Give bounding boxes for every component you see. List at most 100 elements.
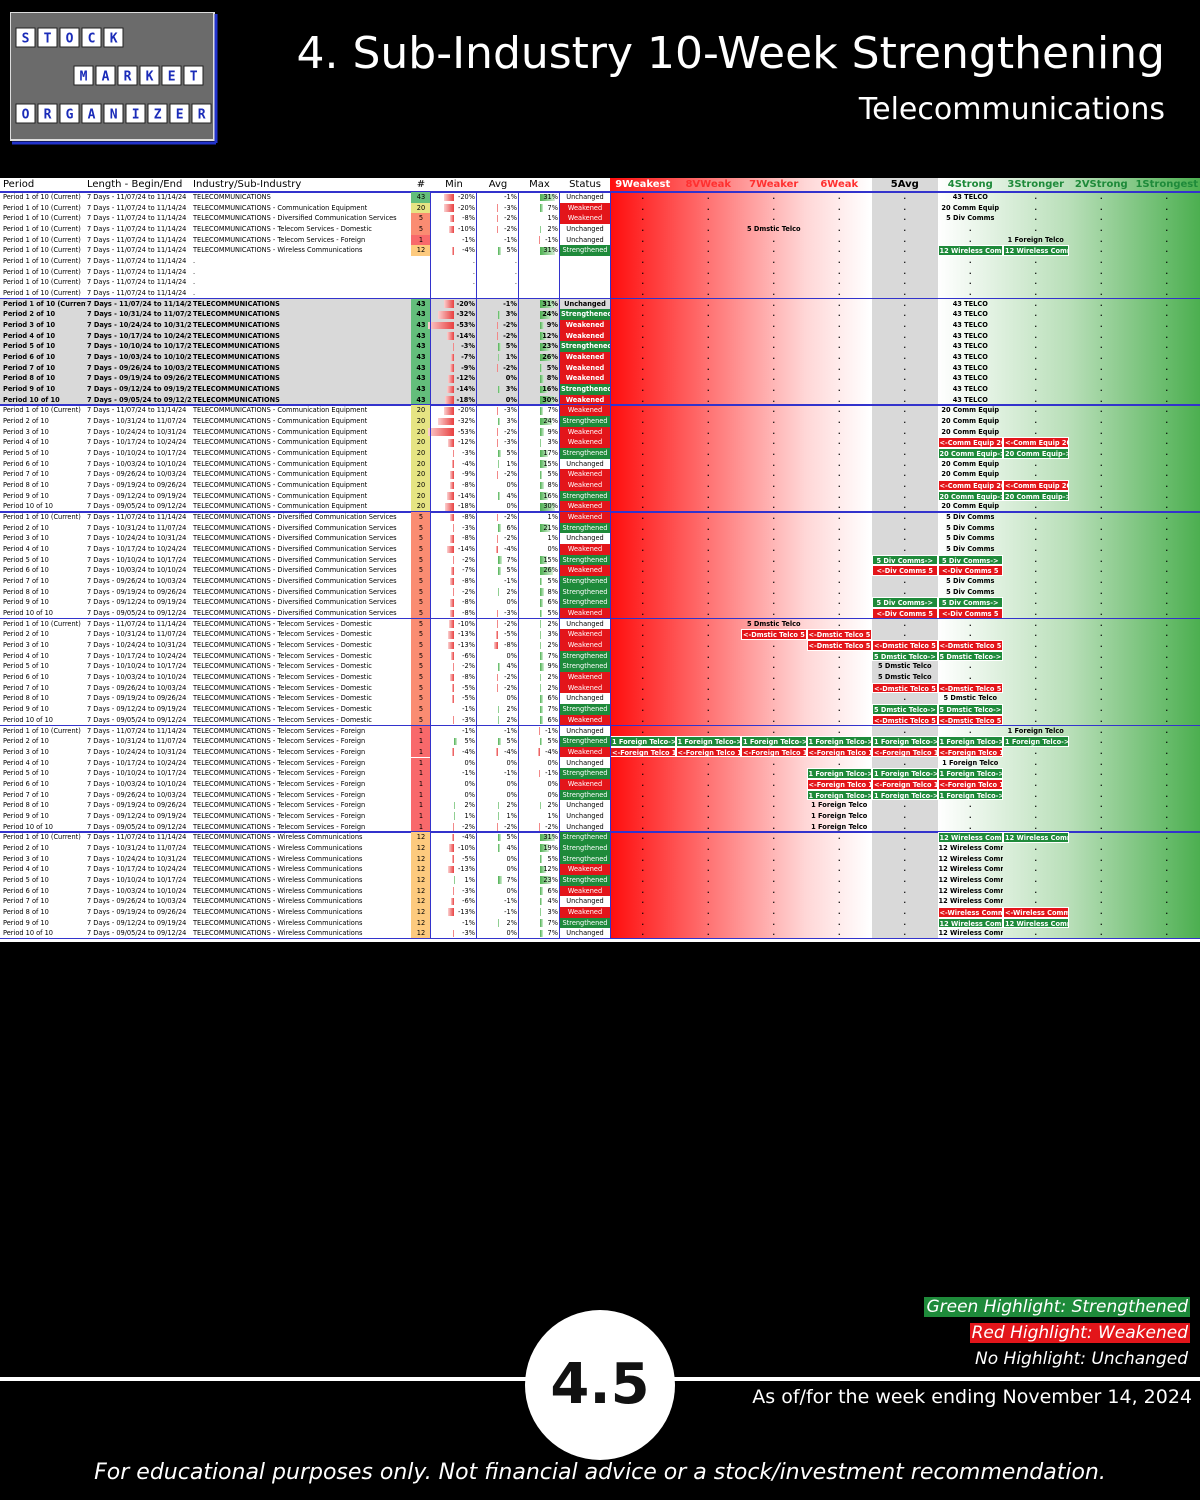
cell-status: Unchanged — [564, 299, 606, 308]
rank-cell: . — [1099, 534, 1103, 543]
stat-bar — [539, 620, 541, 628]
rank-cell: 43 TELCO — [952, 374, 988, 383]
rank-cell: . — [837, 929, 841, 938]
rank-cell: . — [1099, 417, 1103, 426]
stat-bar — [450, 577, 454, 586]
cell-count: 1 — [411, 736, 431, 747]
cell-length: 7 Days - 10/10/24 to 10/17/24 — [87, 555, 187, 564]
rank-cell: . — [641, 577, 644, 586]
section-divider — [0, 511, 1200, 513]
cell-period: Period 8 of 10 — [3, 694, 49, 703]
cell-max: 1% — [547, 811, 558, 820]
stat-bar — [498, 588, 499, 596]
cell-avg: 0% — [505, 374, 517, 383]
stat-bar — [444, 406, 454, 415]
stat-bar — [494, 641, 498, 650]
rank-cell: . — [1034, 790, 1037, 799]
rank-cell: 1 Foreign Telco — [811, 801, 868, 810]
stat-bar — [454, 876, 455, 885]
cell-avg: 0% — [506, 598, 517, 607]
row-shade — [0, 394, 610, 406]
cell-industry: TELECOMMUNICATIONS - Communication Equip… — [193, 459, 368, 468]
cell-status: Weakened — [560, 512, 610, 523]
cell-length: 7 Days - 11/07/24 to 11/14/24 — [87, 225, 187, 233]
rank-cell: . — [1099, 865, 1103, 874]
cell-count: 20 — [411, 490, 431, 502]
cell-period: Period 10 of 10 — [3, 395, 60, 404]
cell-max: -1% — [545, 769, 558, 778]
stat-bar — [496, 204, 498, 212]
rank-cell: . — [641, 705, 644, 714]
cell-max: 6% — [547, 715, 558, 724]
rank-cell: . — [706, 310, 710, 319]
cell-period: Period 6 of 10 — [3, 353, 56, 362]
rank-cell: . — [772, 235, 775, 244]
cell-min: -32% — [456, 310, 475, 319]
rank-cell: . — [1034, 203, 1037, 212]
cell-min: -5% — [462, 854, 475, 863]
cell-length: 7 Days - 10/03/24 to 10/10/24 — [87, 459, 187, 468]
rank-cell: . — [837, 203, 841, 212]
stat-bar — [452, 748, 454, 756]
cell-min: -18% — [457, 502, 475, 511]
cell-period: Period 1 of 10 (Current) — [3, 203, 81, 212]
stat-bar — [539, 449, 548, 458]
rank-cell: . — [1099, 481, 1103, 490]
rank-cell: . — [706, 865, 710, 874]
rank-cell: . — [1034, 641, 1037, 650]
rank-cell: . — [1034, 289, 1037, 298]
cell-status: Unchanged — [566, 758, 604, 767]
cell-industry: TELECOMMUNICATIONS - Wireless Communicat… — [193, 907, 363, 916]
cell-count: 12 — [411, 853, 431, 865]
rank-cell: . — [1099, 662, 1103, 671]
rank-cell: . — [1165, 673, 1168, 682]
rank-cell: . — [641, 619, 644, 628]
rank-cell: . — [706, 790, 710, 799]
cell-industry: TELECOMMUNICATIONS - Telecom Services - … — [193, 673, 372, 682]
rank-cell: . — [968, 278, 972, 287]
cell-industry: . — [193, 267, 196, 276]
cell-length: 7 Days - 09/05/24 to 09/12/24 — [87, 502, 187, 511]
disclaimer: For educational purposes only. Not finan… — [94, 1460, 1106, 1485]
stat-bar — [453, 823, 454, 831]
rank-cell: . — [1099, 747, 1103, 756]
rank-cell: . — [1165, 907, 1168, 916]
stat-bar — [498, 524, 501, 532]
rank-cell: . — [1099, 225, 1103, 233]
rank-cell: . — [1099, 321, 1103, 330]
rank-cell: . — [706, 694, 710, 703]
rank-cell: . — [1165, 545, 1168, 554]
rank-cell: . — [837, 459, 841, 468]
stat-bar — [498, 310, 500, 319]
cell-industry: TELECOMMUNICATIONS - Wireless Communicat… — [193, 854, 363, 863]
rank-cell: . — [837, 833, 841, 842]
logo-box — [37, 103, 58, 124]
rank-cell: . — [641, 715, 644, 724]
rank-cell: . — [706, 619, 710, 628]
cell-industry: TELECOMMUNICATIONS - Telecom Services - … — [193, 715, 372, 724]
cell-period: Period 6 of 10 — [3, 673, 49, 682]
cell-max: 0% — [547, 545, 558, 554]
section-divider — [0, 831, 1200, 833]
stat-bar — [539, 492, 548, 500]
rank-cell: . — [772, 427, 775, 436]
stat-bar — [447, 908, 454, 917]
rank-cell: 5 Dmstic Telco-> — [937, 650, 1003, 662]
stat-bar — [539, 630, 541, 639]
rank-cell: . — [837, 406, 841, 415]
stat-bar — [450, 598, 454, 607]
rank-cell: . — [1034, 310, 1037, 319]
rank-cell: . — [1099, 278, 1103, 287]
rank-cell: . — [706, 331, 710, 340]
stat-bar — [450, 566, 454, 575]
cell-status: Unchanged — [566, 694, 604, 703]
cell-count: 43 — [411, 298, 431, 310]
rank-cell: 12 Wireless Comm — [938, 843, 1004, 852]
stat-bar — [447, 332, 454, 340]
rank-cell: . — [641, 790, 644, 799]
cell-industry: TELECOMMUNICATIONS - Telecom Services - … — [193, 790, 366, 799]
rank-cell: . — [1034, 427, 1037, 436]
rank-cell: . — [1165, 758, 1168, 767]
cell-status: Unchanged — [566, 811, 604, 820]
